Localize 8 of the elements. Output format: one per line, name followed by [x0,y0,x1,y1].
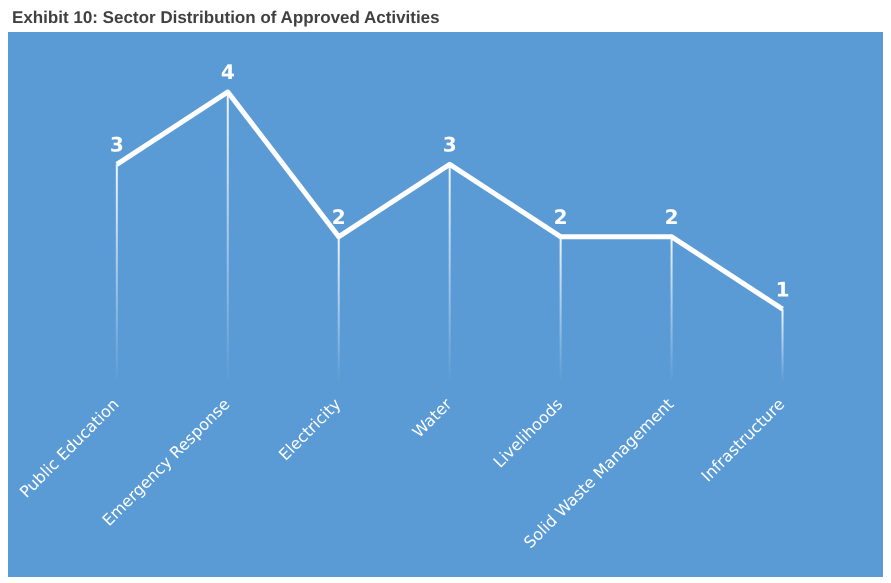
data-label: 4 [220,60,235,84]
data-label: 3 [442,132,457,157]
data-label: 2 [332,204,346,229]
data-label: 2 [664,204,679,229]
chart-title: Exhibit 10: Sector Distribution of Approved Activities [11,8,441,29]
data-label: 2 [554,204,568,229]
data-label: 1 [776,277,790,302]
data-label: 3 [110,132,124,157]
